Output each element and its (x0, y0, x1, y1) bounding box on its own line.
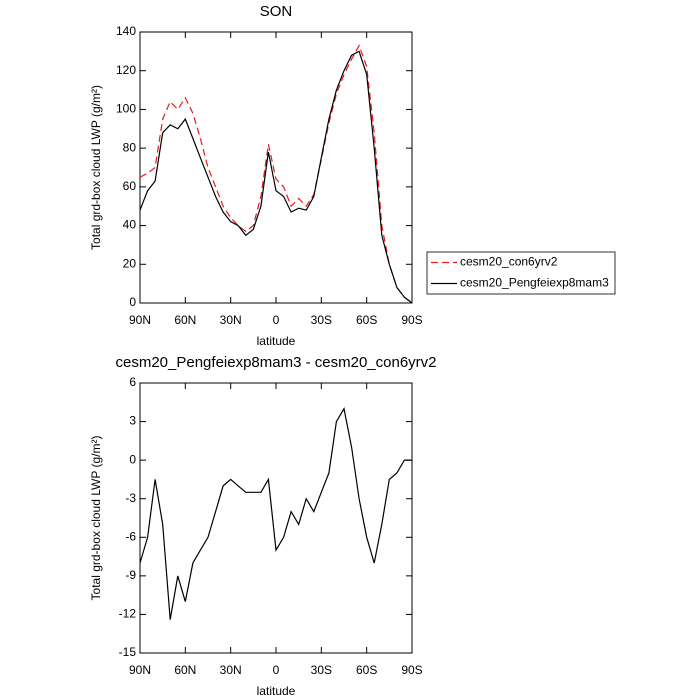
x-axis-label: latitude (257, 334, 296, 348)
x-tick-label: 60N (174, 663, 196, 677)
data-line (139, 50, 413, 304)
data-line (139, 407, 412, 620)
y-tick-label: -6 (125, 529, 136, 543)
y-tick-label: 0 (129, 295, 136, 309)
y-axis-label: Total grd-box cloud LWP (g/m²) (89, 85, 103, 250)
y-tick-label: 60 (123, 179, 137, 193)
y-tick-label: 6 (129, 375, 136, 389)
x-tick-label: 0 (273, 313, 280, 327)
legend-box (426, 251, 616, 295)
x-tick-label: 90N (129, 313, 151, 327)
y-tick-label: 100 (116, 102, 136, 116)
x-tick-label: 30N (220, 663, 242, 677)
y-tick-label: -12 (119, 607, 137, 621)
y-tick-label: 20 (123, 256, 137, 270)
x-tick-label: 0 (273, 663, 280, 677)
y-tick-label: 120 (116, 63, 136, 77)
x-tick-label: 90S (401, 313, 422, 327)
y-tick-label: -3 (125, 491, 136, 505)
x-tick-label: 30N (220, 313, 242, 327)
x-tick-label: 60S (356, 313, 377, 327)
x-tick-label: 90N (129, 663, 151, 677)
legend-label: cesm20_con6yrv2 (460, 255, 558, 269)
chart-title: SON (260, 3, 293, 20)
plot-frame (139, 31, 413, 304)
data-line (139, 44, 413, 304)
x-tick-label: 30S (311, 663, 332, 677)
y-tick-label: 80 (123, 140, 137, 154)
y-tick-label: 0 (129, 452, 136, 466)
chart-title: cesm20_Pengfeiexp8mam3 - cesm20_con6yrv2 (116, 354, 437, 371)
x-tick-label: 60S (356, 663, 377, 677)
y-tick-label: -15 (119, 645, 137, 659)
x-tick-label: 90S (401, 663, 422, 677)
y-tick-label: 3 (129, 414, 136, 428)
y-tick-label: 140 (116, 24, 136, 38)
y-tick-label: -9 (125, 568, 136, 582)
plot-frame (139, 382, 413, 654)
y-axis-label: Total grd-box cloud LWP (g/m²) (89, 436, 103, 601)
x-axis-label: latitude (257, 684, 296, 698)
x-tick-label: 30S (311, 313, 332, 327)
legend-label: cesm20_Pengfeiexp8mam3 (460, 276, 609, 290)
y-tick-label: 40 (123, 218, 137, 232)
x-tick-label: 60N (174, 313, 196, 327)
